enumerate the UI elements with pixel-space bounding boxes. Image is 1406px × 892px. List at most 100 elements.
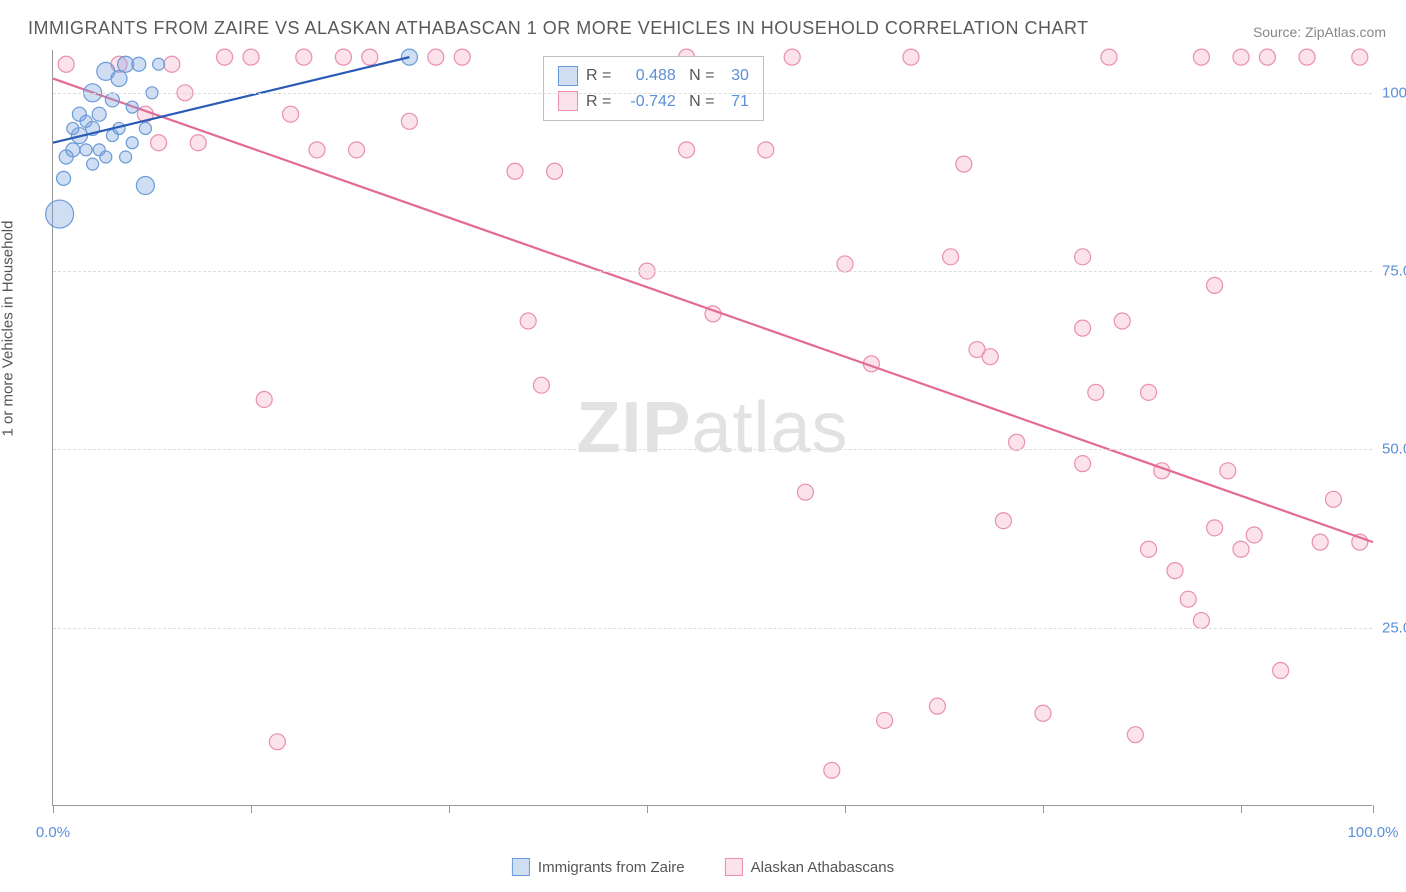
data-point: [1312, 534, 1328, 550]
legend: Immigrants from Zaire Alaskan Athabascans: [512, 858, 894, 876]
data-point: [164, 56, 180, 72]
data-point: [1273, 662, 1289, 678]
data-point: [269, 734, 285, 750]
data-point: [1141, 541, 1157, 557]
data-point: [243, 49, 259, 65]
data-point: [507, 163, 523, 179]
data-point: [1114, 313, 1130, 329]
data-point: [1180, 591, 1196, 607]
data-point: [1101, 49, 1117, 65]
data-point: [454, 49, 470, 65]
data-point: [217, 49, 233, 65]
x-tick: [53, 805, 54, 813]
stats-box: R = 0.488 N = 30R = -0.742 N = 71: [543, 56, 764, 121]
source-label: Source: ZipAtlas.com: [1253, 24, 1386, 40]
data-point: [428, 49, 444, 65]
y-tick-label: 25.0%: [1382, 619, 1406, 636]
data-point: [982, 349, 998, 365]
data-point: [520, 313, 536, 329]
data-point: [151, 135, 167, 151]
x-tick: [251, 805, 252, 813]
data-point: [126, 137, 138, 149]
x-tick: [845, 805, 846, 813]
data-point: [349, 142, 365, 158]
data-point: [1246, 527, 1262, 543]
data-point: [1207, 277, 1223, 293]
legend-swatch: [725, 858, 743, 876]
y-tick-label: 75.0%: [1382, 263, 1406, 280]
data-point: [153, 58, 165, 70]
data-point: [335, 49, 351, 65]
data-point: [1009, 434, 1025, 450]
data-point: [283, 106, 299, 122]
data-point: [100, 151, 112, 163]
data-point: [80, 115, 92, 127]
data-point: [309, 142, 325, 158]
grid-line: [53, 93, 1372, 94]
data-point: [190, 135, 206, 151]
data-point: [824, 762, 840, 778]
data-point: [1299, 49, 1315, 65]
legend-swatch: [558, 91, 578, 111]
legend-swatch: [512, 858, 530, 876]
data-point: [1193, 613, 1209, 629]
data-point: [126, 101, 138, 113]
data-point: [995, 513, 1011, 529]
data-point: [1233, 541, 1249, 557]
x-tick-label: 100.0%: [1348, 824, 1399, 841]
data-point: [362, 49, 378, 65]
data-point: [139, 122, 151, 134]
data-point: [903, 49, 919, 65]
trend-line: [53, 79, 1373, 543]
data-point: [1207, 520, 1223, 536]
data-point: [1233, 49, 1249, 65]
x-tick: [1373, 805, 1374, 813]
data-point: [1088, 384, 1104, 400]
y-axis-label: 1 or more Vehicles in Household: [0, 221, 17, 437]
grid-line: [53, 271, 1372, 272]
data-point: [256, 391, 272, 407]
data-point: [1193, 49, 1209, 65]
data-point: [784, 49, 800, 65]
data-point: [1220, 463, 1236, 479]
data-point: [57, 171, 71, 185]
data-point: [92, 107, 106, 121]
data-point: [758, 142, 774, 158]
data-point: [1167, 563, 1183, 579]
grid-line: [53, 628, 1372, 629]
data-point: [111, 71, 127, 87]
data-point: [136, 177, 154, 195]
data-point: [80, 144, 92, 156]
data-point: [401, 49, 417, 65]
data-point: [1075, 249, 1091, 265]
data-point: [1141, 384, 1157, 400]
data-point: [547, 163, 563, 179]
legend-item: Alaskan Athabascans: [725, 858, 894, 876]
y-tick-label: 50.0%: [1382, 441, 1406, 458]
data-point: [1352, 49, 1368, 65]
data-point: [679, 142, 695, 158]
legend-label: Alaskan Athabascans: [751, 859, 894, 876]
chart-title: IMMIGRANTS FROM ZAIRE VS ALASKAN ATHABAS…: [28, 18, 1089, 39]
x-tick: [449, 805, 450, 813]
data-point: [1259, 49, 1275, 65]
data-point: [105, 93, 119, 107]
legend-swatch: [558, 66, 578, 86]
data-point: [132, 57, 146, 71]
chart-svg: [53, 50, 1372, 805]
x-tick-label: 0.0%: [36, 824, 70, 841]
data-point: [1075, 456, 1091, 472]
data-point: [877, 712, 893, 728]
stats-row: R = 0.488 N = 30: [558, 63, 749, 89]
data-point: [120, 151, 132, 163]
grid-line: [53, 449, 1372, 450]
data-point: [296, 49, 312, 65]
x-tick: [1043, 805, 1044, 813]
data-point: [67, 122, 79, 134]
data-point: [58, 56, 74, 72]
legend-item: Immigrants from Zaire: [512, 858, 685, 876]
data-point: [929, 698, 945, 714]
data-point: [956, 156, 972, 172]
data-point: [87, 158, 99, 170]
x-tick: [1241, 805, 1242, 813]
